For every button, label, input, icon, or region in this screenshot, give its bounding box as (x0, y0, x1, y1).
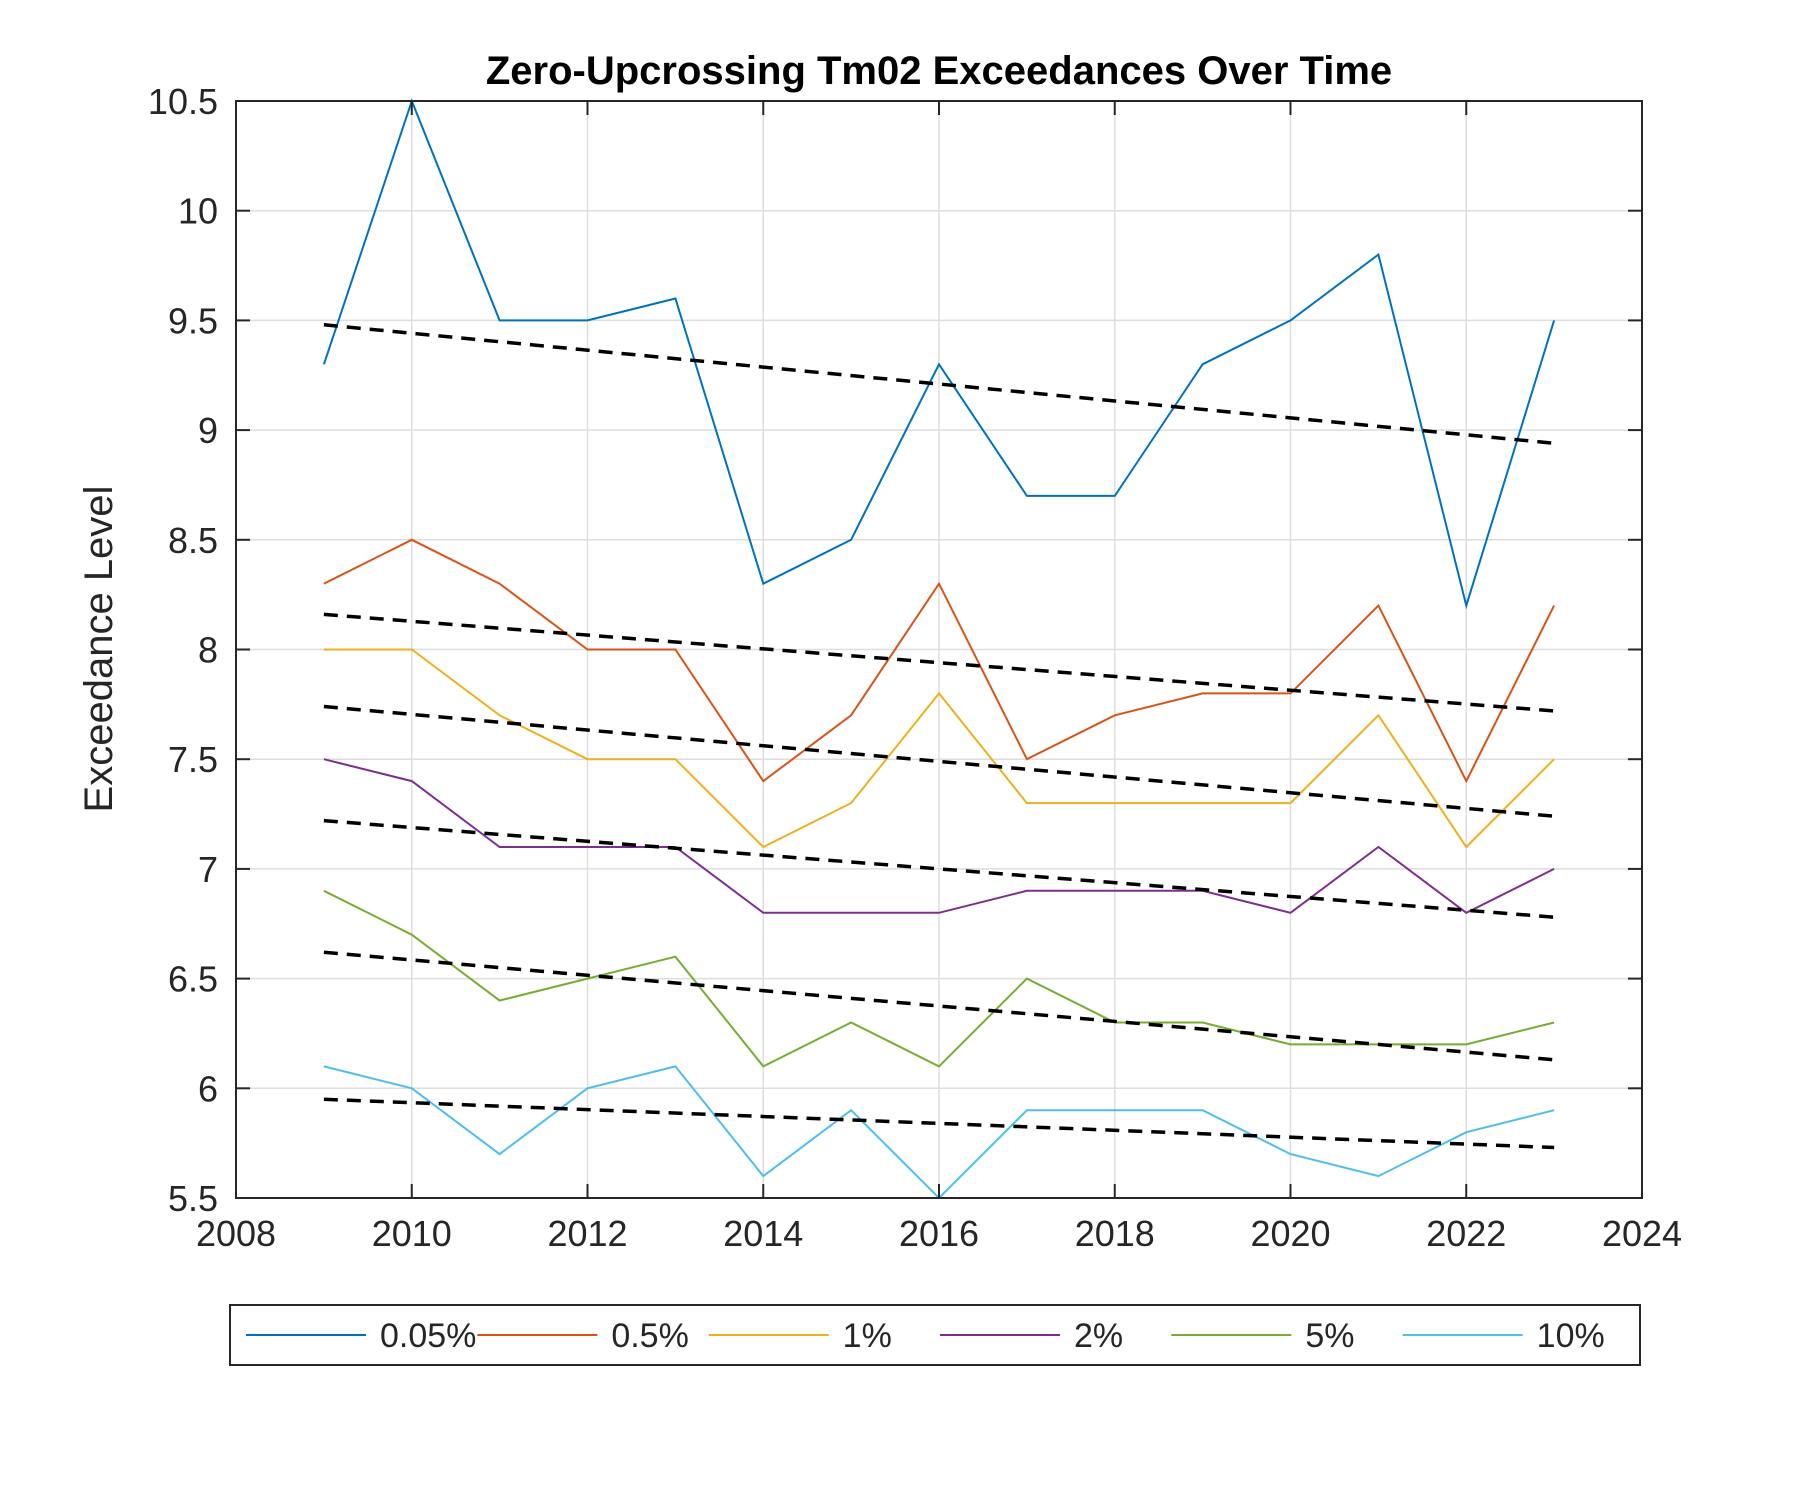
y-tick-label: 9 (198, 410, 218, 451)
y-tick-label: 10.5 (148, 81, 218, 122)
x-tick-label: 2016 (899, 1213, 979, 1254)
y-tick-label: 9.5 (168, 300, 218, 341)
y-tick-label: 8.5 (168, 520, 218, 561)
y-tick-label: 5.5 (168, 1178, 218, 1219)
legend: 0.05% 0.5% 1% 2% 5% 10% (229, 1304, 1641, 1366)
series-lines (322, 98, 1556, 1200)
series-line-3 (323, 758, 1555, 914)
series-line-4 (323, 889, 1555, 1068)
y-axis-label: Exceedance Level (77, 486, 121, 813)
trend-line-5 (323, 1097, 1555, 1150)
x-tick-label: 2010 (372, 1213, 452, 1254)
y-tick-label: 10 (178, 191, 218, 232)
trend-lines (323, 323, 1555, 1150)
x-tick-label: 2020 (1250, 1213, 1330, 1254)
y-tick-label: 8 (198, 630, 218, 671)
chart-title: Zero-Upcrossing Tm02 Exceedances Over Ti… (486, 49, 1392, 93)
series-line-0 (322, 98, 1556, 610)
legend-label: 0.05% (380, 1317, 476, 1355)
y-tick-label: 7 (198, 849, 218, 890)
x-tick-label: 2018 (1075, 1213, 1155, 1254)
series-line-2 (323, 648, 1555, 849)
y-tick-label: 6 (198, 1068, 218, 1109)
x-tick-label: 2022 (1426, 1213, 1506, 1254)
legend-label: 2% (1074, 1317, 1123, 1355)
legend-label: 0.5% (611, 1317, 689, 1355)
series-line-1 (323, 538, 1555, 784)
y-tick-label: 7.5 (168, 739, 218, 780)
x-tick-label: 2012 (547, 1213, 627, 1254)
legend-label: 5% (1305, 1317, 1354, 1355)
legend-label: 1% (843, 1317, 892, 1355)
axis-ticks: 2008 2010 2012 2014 2016 2018 2020 2022 2024 5.5 6… (148, 81, 1682, 1254)
legend-label: 10% (1537, 1317, 1605, 1355)
x-tick-label: 2014 (723, 1213, 803, 1254)
x-tick-label: 2024 (1602, 1213, 1682, 1254)
y-tick-label: 6.5 (168, 959, 218, 1000)
x-tick-label: 2008 (196, 1213, 276, 1254)
